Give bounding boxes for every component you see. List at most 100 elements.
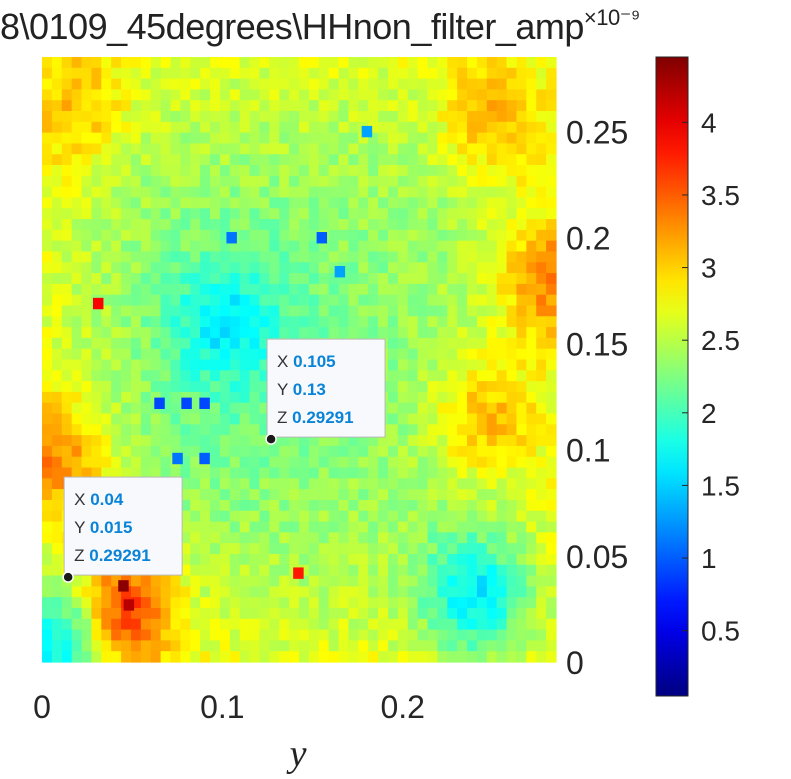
heatmap-cell: [378, 607, 389, 620]
heatmap-cell: [190, 532, 201, 544]
heatmap-cell: [289, 316, 300, 328]
y-tick-label: 0.25: [566, 114, 628, 150]
heatmap-cell: [81, 467, 93, 479]
heatmap-cell: [467, 121, 478, 134]
heatmap-cell: [308, 543, 320, 555]
heatmap-cell: [61, 607, 73, 620]
heatmap-cell: [81, 445, 93, 458]
heatmap-cell: [447, 586, 458, 598]
heatmap-cell: [239, 402, 251, 415]
heatmap-cell: [210, 262, 221, 274]
heatmap-cell: [427, 370, 438, 382]
heatmap-cell: [229, 445, 241, 458]
heatmap-cell: [397, 57, 409, 69]
heatmap-cell: [269, 273, 280, 285]
heatmap-cell: [536, 435, 547, 447]
heatmap-cell: [447, 597, 458, 609]
heatmap-cell: [328, 456, 340, 469]
heatmap-cell: [437, 197, 448, 209]
heatmap-cell: [289, 499, 300, 512]
heatmap-cell: [496, 111, 508, 123]
heatmap-cell: [200, 111, 211, 123]
heatmap-cell: [467, 510, 478, 523]
heatmap-cell: [121, 89, 132, 101]
heatmap-cell: [328, 121, 340, 134]
heatmap-cell: [338, 489, 350, 501]
heatmap-cell: [308, 283, 320, 296]
heatmap-cell: [338, 154, 350, 166]
heatmap-cell: [190, 402, 201, 415]
heatmap-cell: [249, 478, 261, 490]
heatmap-cell: [259, 456, 270, 469]
heatmap-cell: [467, 132, 478, 145]
heatmap-cell: [160, 435, 172, 447]
heatmap-cell: [437, 132, 448, 145]
heatmap-cell: [486, 78, 498, 91]
heatmap-cell: [111, 413, 122, 425]
heatmap-cell: [457, 262, 468, 274]
heatmap-cell: [526, 424, 537, 436]
heatmap-cell: [259, 100, 270, 112]
heatmap-cell: [51, 629, 63, 641]
heatmap-cell: [457, 219, 468, 231]
heatmap-cell: [81, 337, 93, 350]
heatmap-cell: [516, 327, 527, 339]
heatmap-cell: [536, 316, 547, 328]
heatmap-cell: [150, 273, 162, 285]
heatmap-cell: [239, 197, 251, 209]
heatmap-cell: [259, 532, 270, 544]
heatmap-cell: [506, 575, 518, 587]
heatmap-cell: [299, 229, 310, 242]
heatmap-cell: [546, 348, 557, 361]
heatmap-cell: [170, 467, 181, 479]
heatmap-cell: [437, 553, 448, 566]
heatmap-cell: [249, 413, 261, 425]
heatmap-cell: [249, 294, 261, 307]
heatmap-cell: [299, 316, 310, 328]
heatmap-cell: [506, 543, 518, 555]
heatmap-cell: [200, 618, 211, 631]
heatmap-cell: [516, 456, 527, 469]
heatmap-cell: [200, 251, 211, 263]
heatmap-cell: [328, 78, 340, 91]
heatmap-cell: [407, 478, 419, 490]
heatmap-cell: [219, 57, 231, 69]
heatmap-cell: [407, 618, 419, 631]
heatmap-cell: [130, 618, 142, 631]
heatmap-cell: [42, 597, 53, 609]
heatmap-cell: [407, 629, 419, 641]
datatip-row: Z 0.29291: [277, 408, 354, 427]
heatmap-cell: [457, 424, 468, 436]
heatmap-cell: [546, 143, 557, 155]
heatmap-cell: [42, 78, 53, 91]
heatmap-cell: [42, 100, 53, 112]
heatmap-cell: [407, 564, 419, 577]
heatmap-cell: [210, 143, 221, 155]
heatmap-cell: [249, 219, 261, 231]
heatmap-cell: [308, 499, 320, 512]
heatmap-cell: [368, 186, 379, 199]
heatmap-cell: [229, 359, 241, 371]
heatmap-cell: [536, 208, 547, 220]
heatmap-cell: [427, 175, 438, 188]
heatmap-cell: [71, 240, 83, 253]
heatmap-cell: [338, 283, 350, 296]
heatmap-cell: [447, 273, 458, 285]
heatmap-cell: [328, 251, 340, 263]
heatmap-cell: [387, 532, 399, 544]
heatmap-cell: [259, 575, 270, 587]
heatmap-cell: [486, 132, 498, 145]
heatmap-cell: [71, 294, 83, 307]
heatmap-cell: [387, 186, 399, 199]
heatmap-cell: [486, 186, 498, 199]
heatmap-cell: [51, 240, 63, 253]
heatmap-cell: [71, 445, 83, 458]
colorbar-tick-label: 2: [701, 398, 717, 429]
heatmap-cell: [516, 316, 527, 328]
heatmap-cell: [42, 154, 53, 166]
heatmap-cell: [447, 197, 458, 209]
heatmap-cell: [71, 316, 83, 328]
heatmap-cell: [427, 575, 438, 587]
heatmap-cell: [269, 521, 280, 533]
heatmap-cell: [368, 154, 379, 166]
